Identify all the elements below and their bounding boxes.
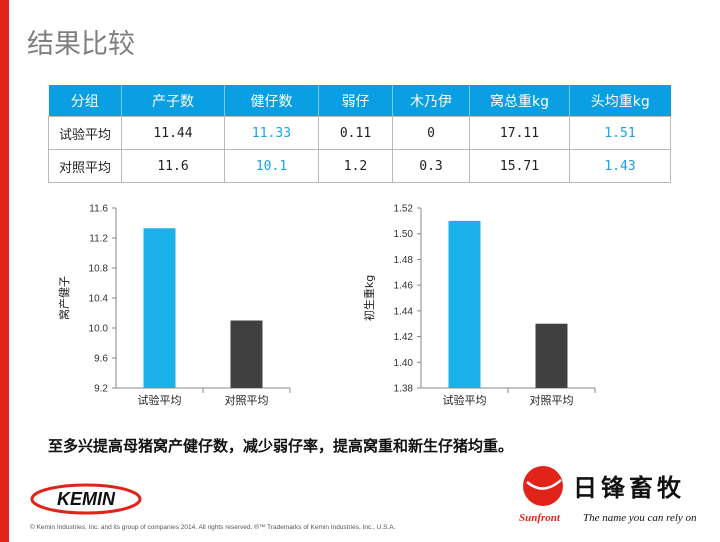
header-avg-weight: 头均重kg xyxy=(569,85,671,117)
table-cell: 11.44 xyxy=(121,116,225,150)
y-axis-label: 初生重kg xyxy=(362,275,376,321)
x-category-label: 试验平均 xyxy=(138,393,182,407)
table-cell: 1.43 xyxy=(569,149,671,183)
table-cell: 11.33 xyxy=(224,116,319,150)
healthy-piglets-chart: 9.2 9.6 10.0 10.4 10.8 11.2 11.6 试验平均 对照平均 窝产健子 xyxy=(57,204,291,407)
y-tick-label: 11.6 xyxy=(89,204,108,215)
x-category-label: 对照平均 xyxy=(225,393,269,407)
table-cell: 1.2 xyxy=(318,149,393,183)
sunfront-tagline: The name you can rely on xyxy=(583,512,697,524)
bar-trial xyxy=(448,220,481,388)
bar-trial xyxy=(143,228,176,388)
sunfront-logo: 日锋畜牧 Sunfront The name you can rely on xyxy=(519,466,697,524)
copyright-footer: © Kemin Industries, Inc. and its group o… xyxy=(30,524,396,531)
table-cell: 0.11 xyxy=(318,116,393,150)
y-tick-label: 1.50 xyxy=(394,229,414,240)
y-tick-label: 1.42 xyxy=(394,332,414,343)
y-axis-label: 窝产健子 xyxy=(57,276,71,320)
y-tick-label: 10.0 xyxy=(89,324,109,335)
bar-control xyxy=(230,320,263,388)
y-tick-label: 1.48 xyxy=(394,255,414,266)
header-mummies: 木乃伊 xyxy=(392,85,470,117)
summary-text: 至多兴提高母猪窝产健仔数，减少弱仔率，提高窝重和新生仔猪均重。 xyxy=(48,437,514,455)
y-tick-label: 1.52 xyxy=(394,204,414,215)
sunfront-cn-name: 日锋畜牧 xyxy=(573,473,685,502)
bar-control xyxy=(535,323,568,388)
table-cell: 1.51 xyxy=(569,116,671,150)
table-cell: 0 xyxy=(392,116,470,150)
y-tick-label: 11.2 xyxy=(89,234,108,245)
header-weak-piglets: 弱仔 xyxy=(318,85,393,117)
x-category-label: 试验平均 xyxy=(443,393,487,407)
table-cell: 15.71 xyxy=(469,149,570,183)
table-header-row: 分组 产子数 健仔数 弱仔 木乃伊 窝总重kg 头均重kg xyxy=(48,85,671,117)
header-litter-size: 产子数 xyxy=(121,85,225,117)
x-category-label: 对照平均 xyxy=(530,393,574,407)
header-healthy-piglets: 健仔数 xyxy=(224,85,319,117)
y-tick-label: 10.4 xyxy=(89,294,109,305)
row-label-trial: 试验平均 xyxy=(48,116,122,150)
y-tick-label: 1.44 xyxy=(394,306,414,317)
y-tick-label: 1.46 xyxy=(394,281,414,292)
table-row: 试验平均 11.44 11.33 0.11 0 17.11 1.51 xyxy=(48,116,671,150)
page-title: 结果比较 xyxy=(27,29,135,60)
table-cell: 17.11 xyxy=(469,116,570,150)
header-litter-weight: 窝总重kg xyxy=(469,85,570,117)
table-cell: 10.1 xyxy=(224,149,319,183)
y-tick-label: 1.38 xyxy=(394,384,414,395)
row-label-control: 对照平均 xyxy=(48,149,122,183)
table-cell: 0.3 xyxy=(392,149,470,183)
birth-weight-chart: 1.38 1.40 1.42 1.44 1.46 1.48 1.50 1.52 试验平均 对照平均… xyxy=(362,204,596,407)
y-tick-label: 1.40 xyxy=(394,358,414,369)
y-tick-label: 9.6 xyxy=(94,354,108,365)
sunfront-en-name: Sunfront xyxy=(519,512,561,524)
y-tick-label: 9.2 xyxy=(94,384,108,395)
table-cell: 11.6 xyxy=(121,149,225,183)
left-accent-bar xyxy=(0,0,9,542)
kemin-logo-text: KEMIN xyxy=(57,489,116,509)
table-row: 对照平均 11.6 10.1 1.2 0.3 15.71 1.43 xyxy=(48,149,671,183)
results-table: 分组 产子数 健仔数 弱仔 木乃伊 窝总重kg 头均重kg 试验平均 11.44… xyxy=(48,85,671,183)
kemin-logo: KEMIN xyxy=(30,483,142,515)
y-tick-label: 10.8 xyxy=(89,264,109,275)
header-group: 分组 xyxy=(48,85,122,117)
